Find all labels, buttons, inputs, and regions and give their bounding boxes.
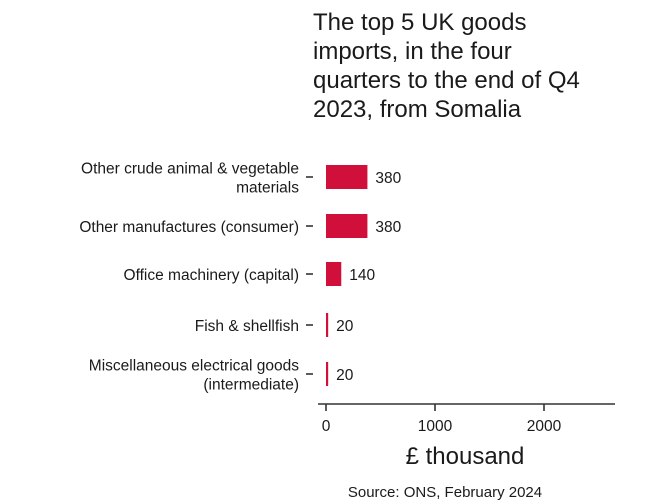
bar — [326, 313, 329, 337]
value-label: 380 — [375, 219, 401, 236]
value-labels: 380 380 140 20 20 — [336, 170, 401, 384]
category-label: Office machinery (capital) — [124, 267, 299, 284]
value-label: 380 — [375, 170, 401, 187]
bar — [326, 262, 342, 286]
category-labels: Other crude animal & vegetable materials O… — [79, 161, 313, 394]
category-label: Fish & shellfish — [195, 318, 299, 335]
category-label: Other crude animal & vegetable — [81, 161, 299, 178]
value-label: 20 — [336, 367, 354, 384]
x-tick-label: 2000 — [527, 418, 562, 435]
category-label: materials — [236, 180, 299, 197]
chart-title-line: quarters to the end of Q4 — [313, 67, 580, 94]
x-axis-title: £ thousand — [406, 443, 525, 470]
chart-title-line: 2023, from Somalia — [313, 96, 522, 123]
x-tick-label: 0 — [322, 418, 331, 435]
category-label: Other manufactures (consumer) — [79, 219, 299, 236]
x-tick-label: 1000 — [418, 418, 453, 435]
value-label: 20 — [336, 318, 354, 335]
chart-title-line: imports, in the four — [313, 38, 512, 65]
chart-title-line: The top 5 UK goods — [313, 9, 526, 36]
category-label: (intermediate) — [203, 377, 299, 394]
category-label: Miscellaneous electrical goods — [89, 358, 299, 375]
bar — [326, 165, 368, 189]
value-label: 140 — [349, 267, 375, 284]
x-axis-ticks: 0 1000 2000 — [322, 404, 562, 435]
source-note: Source: ONS, February 2024 — [348, 484, 542, 501]
bar — [326, 214, 368, 238]
bar — [326, 362, 329, 386]
bars — [326, 165, 368, 386]
